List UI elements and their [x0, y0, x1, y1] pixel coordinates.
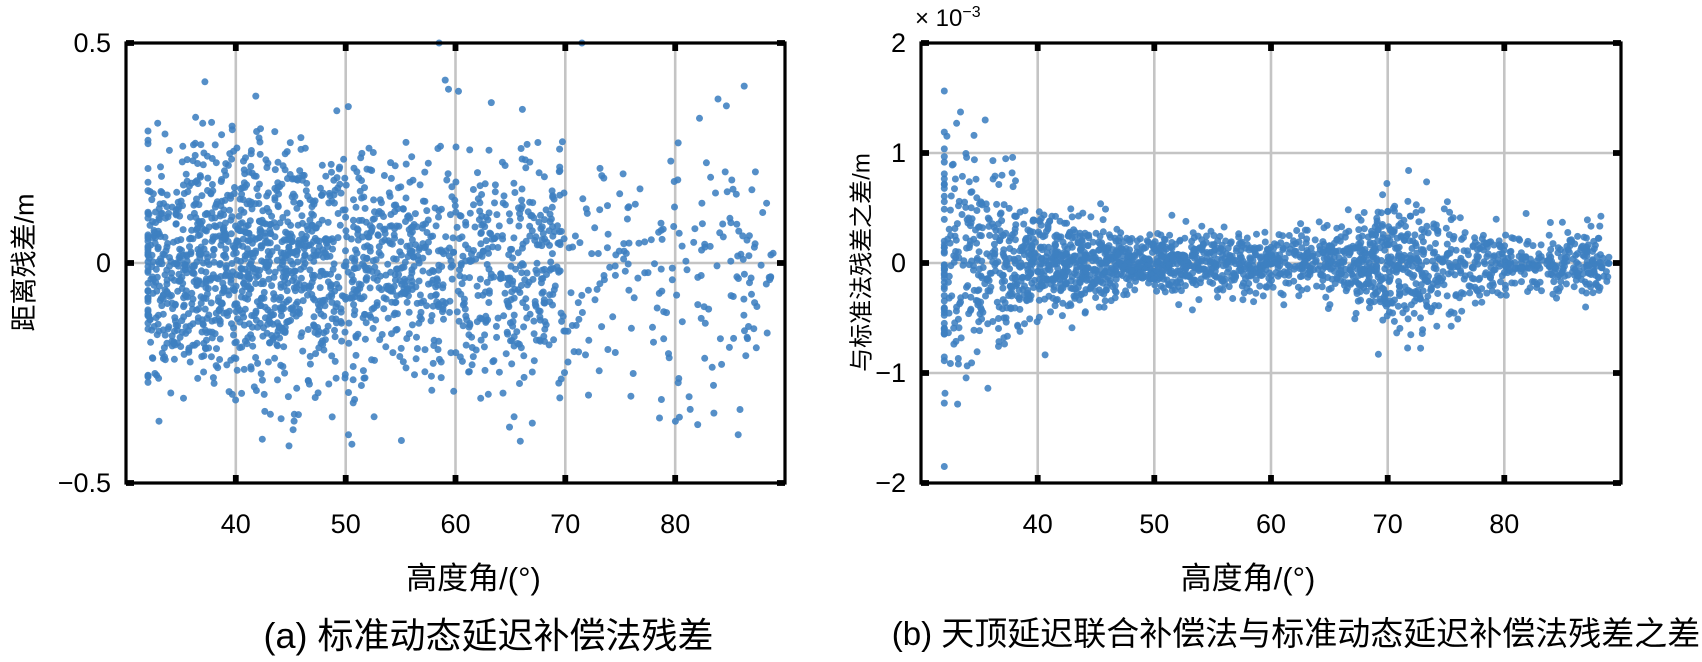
- svg-text:80: 80: [1489, 509, 1519, 539]
- svg-text:1: 1: [891, 138, 906, 168]
- svg-text:60: 60: [440, 509, 470, 539]
- svg-text:0.5: 0.5: [73, 28, 111, 58]
- svg-text:40: 40: [1023, 509, 1053, 539]
- svg-text:2: 2: [891, 28, 906, 58]
- svg-text:−1: −1: [875, 358, 906, 388]
- svg-text:70: 70: [1373, 509, 1403, 539]
- svg-text:70: 70: [550, 509, 580, 539]
- svg-text:0: 0: [96, 248, 111, 278]
- svg-text:50: 50: [331, 509, 361, 539]
- svg-text:40: 40: [221, 509, 251, 539]
- svg-text:50: 50: [1139, 509, 1169, 539]
- svg-text:60: 60: [1256, 509, 1286, 539]
- svg-text:−0.5: −0.5: [58, 468, 111, 498]
- svg-text:80: 80: [660, 509, 690, 539]
- svg-text:−2: −2: [875, 468, 906, 498]
- svg-text:0: 0: [891, 248, 906, 278]
